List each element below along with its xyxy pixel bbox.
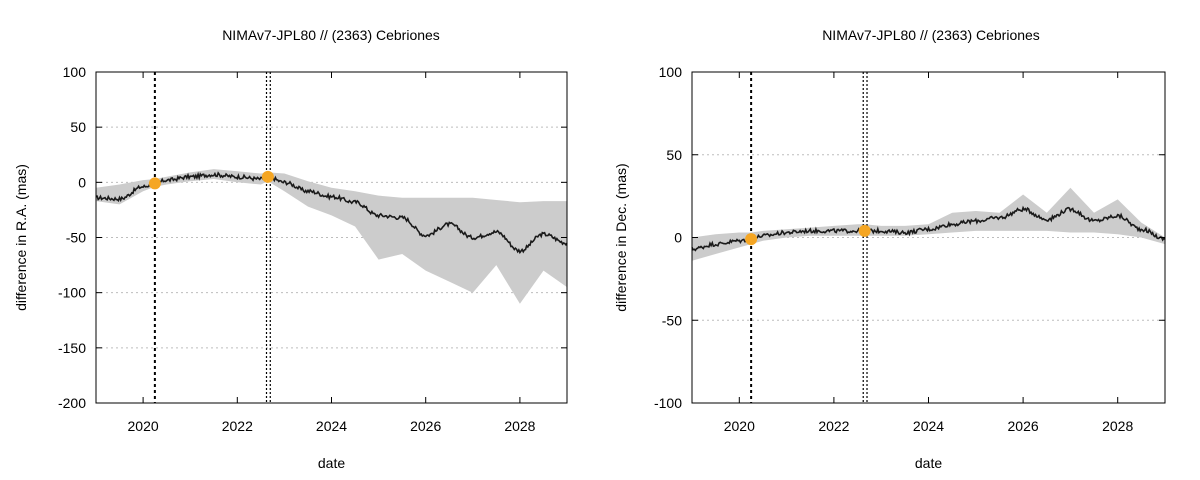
- chart-title: NIMAv7-JPL80 // (2363) Cebriones: [822, 27, 1040, 43]
- chart-panel-2: NIMAv7-JPL80 // (2363) Cebriones -100 -50 0…: [613, 27, 1166, 471]
- observation-marker: [148, 177, 161, 190]
- y-axis-label: difference in Dec. (mas): [613, 163, 629, 311]
- x-axis-label: date: [318, 455, 345, 471]
- x-tick-label: 2024: [316, 418, 347, 434]
- chart-panel-1: NIMAv7-JPL80 // (2363) Cebriones -200 -150…: [13, 27, 568, 471]
- observation-marker: [858, 224, 871, 237]
- y-tick-label: -50: [662, 312, 682, 328]
- y-tick-label: 0: [78, 174, 86, 190]
- x-axis-label: date: [915, 455, 942, 471]
- observation-marker: [261, 170, 274, 183]
- uncertainty-band: [96, 169, 567, 304]
- y-tick-label: 50: [666, 147, 682, 163]
- y-tick-label: -100: [58, 285, 86, 301]
- y-tick-label: -50: [66, 230, 86, 246]
- x-tick-label: 2024: [913, 418, 944, 434]
- x-tick-label: 2022: [222, 418, 253, 434]
- x-tick-label: 2022: [818, 418, 849, 434]
- x-tick-label: 2020: [724, 418, 755, 434]
- x-tick-label: 2026: [1008, 418, 1039, 434]
- x-tick-label: 2028: [1102, 418, 1133, 434]
- y-tick-label: -100: [654, 395, 682, 411]
- uncertainty-band: [692, 187, 1165, 261]
- y-tick-label: -200: [58, 395, 86, 411]
- y-tick-label: 100: [659, 64, 683, 80]
- y-tick-label: -150: [58, 340, 86, 356]
- x-tick-label: 2028: [504, 418, 535, 434]
- y-tick-label: 0: [674, 230, 682, 246]
- y-tick-label: 50: [70, 119, 86, 135]
- x-tick-label: 2020: [128, 418, 159, 434]
- x-tick-label: 2026: [410, 418, 441, 434]
- y-tick-label: 100: [63, 64, 87, 80]
- data-series-line: [691, 205, 1166, 252]
- data-series-line: [95, 171, 568, 255]
- y-axis-label: difference in R.A. (mas): [13, 164, 29, 311]
- observation-marker: [745, 233, 758, 246]
- chart-title: NIMAv7-JPL80 // (2363) Cebriones: [222, 27, 440, 43]
